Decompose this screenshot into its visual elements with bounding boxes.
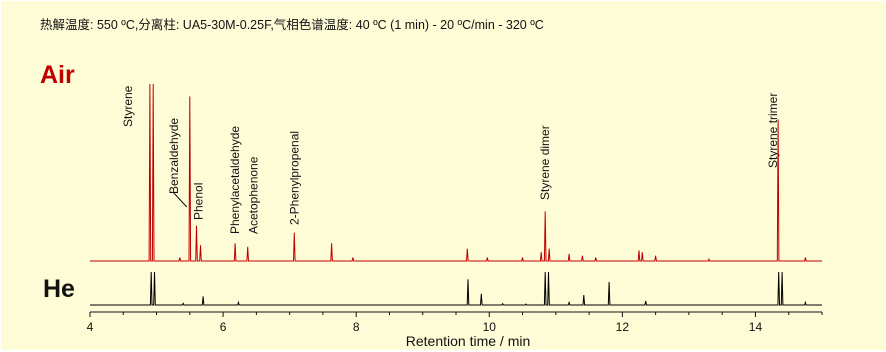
x-tick-label-14: 14 <box>749 320 763 334</box>
x-tick-label-8: 8 <box>353 320 360 334</box>
traces <box>90 83 822 306</box>
trace-air <box>90 83 822 262</box>
x-tick-label-6: 6 <box>220 320 227 334</box>
peak-annotations: Styrene Benzaldehyde Phenol Phenylacetaldeh… <box>121 85 780 234</box>
annotation-benzaldehyde: Benzaldehyde <box>167 118 181 194</box>
annotation-phenylacetaldehyde: Phenylacetaldehyde <box>228 126 242 234</box>
panel-label-he: He <box>43 275 75 303</box>
x-tick-label-12: 12 <box>616 320 630 334</box>
x-tick-label-4: 4 <box>87 320 94 334</box>
annotation-styrene-dimer: Styrene dimer <box>538 125 552 200</box>
benzaldehyde-leader-line <box>173 192 188 208</box>
x-axis-label: Retention time / min <box>406 333 531 349</box>
panel-label-air: Air <box>40 61 75 89</box>
annotation-2-phenylpropenal: 2-Phenylpropenal <box>287 131 301 225</box>
annotation-styrene: Styrene <box>121 85 135 127</box>
annotation-phenol: Phenol <box>192 183 206 220</box>
x-axis: 4 6 8 10 12 14 <box>87 311 823 334</box>
annotation-acetophenone: Acetophenone <box>247 156 261 234</box>
trace-he <box>90 271 822 306</box>
x-tick-label-10: 10 <box>483 320 497 334</box>
annotation-styrene-trimer: Styrene trimer <box>766 93 780 168</box>
analysis-conditions: 热解温度: 550 ºC,分离柱: UA5-30M-0.25F,气相色谱温度: … <box>40 18 544 32</box>
